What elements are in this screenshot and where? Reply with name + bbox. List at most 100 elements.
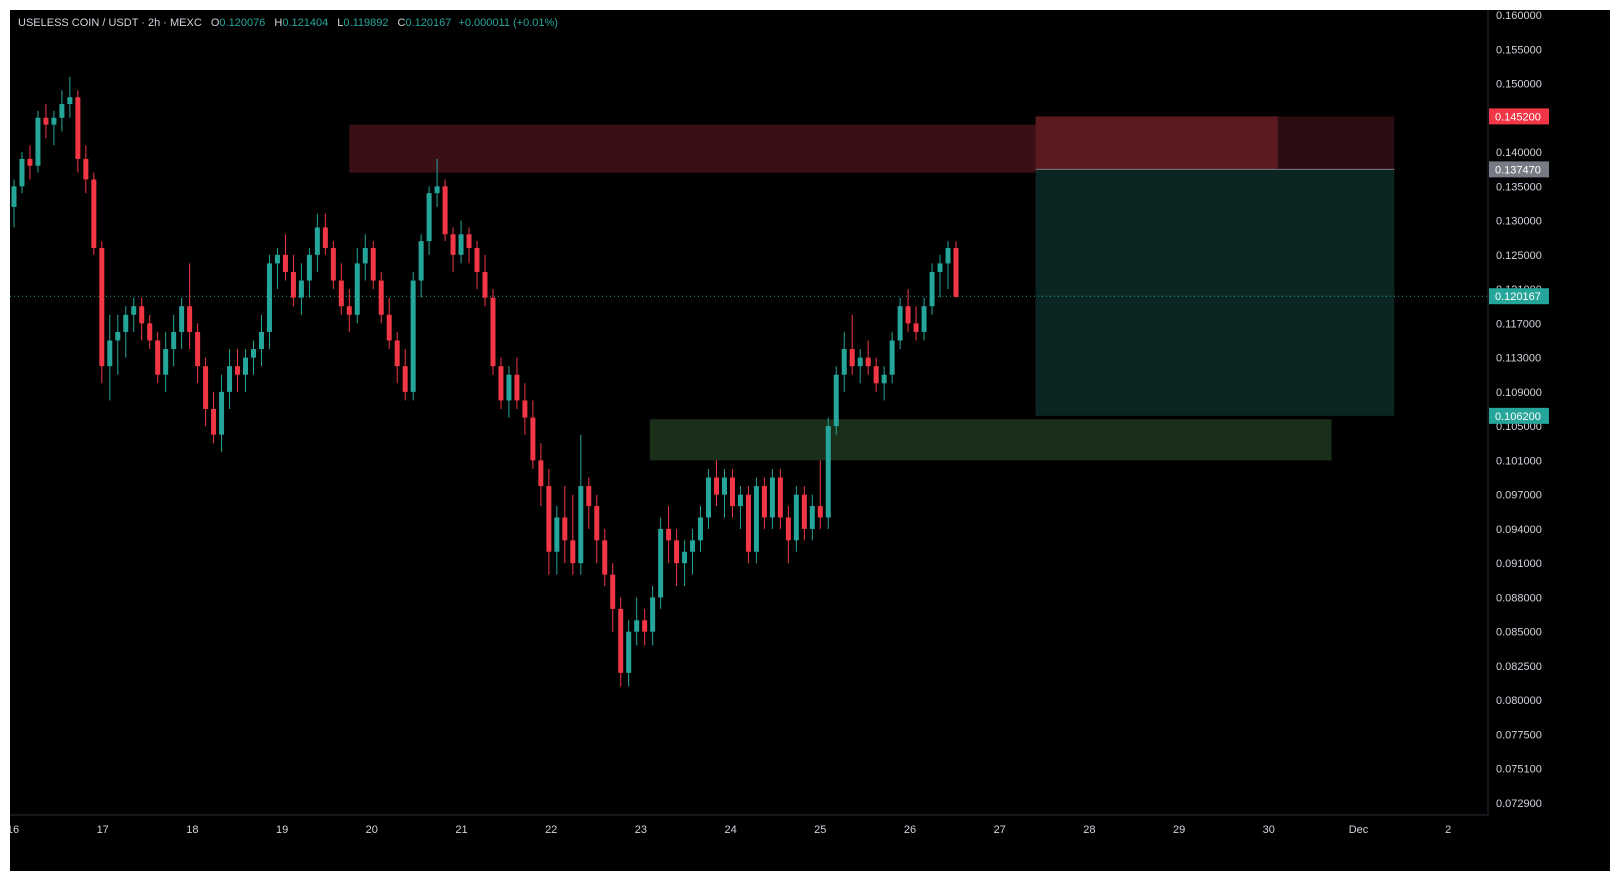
candle[interactable] (737, 486, 743, 529)
candle[interactable] (290, 254, 296, 307)
candle[interactable] (123, 306, 129, 358)
candle[interactable] (945, 241, 951, 290)
candle[interactable] (873, 357, 879, 392)
candle[interactable] (354, 247, 360, 324)
candle[interactable] (235, 349, 241, 392)
candle[interactable] (498, 357, 504, 409)
candle[interactable] (51, 110, 57, 146)
candle[interactable] (131, 297, 137, 332)
candle[interactable] (586, 477, 592, 529)
candle[interactable] (849, 314, 855, 375)
candle[interactable] (115, 314, 121, 375)
candle[interactable] (554, 506, 560, 575)
candle[interactable] (809, 494, 815, 541)
candle[interactable] (338, 263, 344, 315)
candle[interactable] (825, 417, 831, 529)
candle[interactable] (881, 366, 887, 401)
candle[interactable] (402, 349, 408, 401)
candle[interactable] (682, 540, 688, 587)
candle[interactable] (594, 494, 600, 564)
candle[interactable] (913, 306, 919, 341)
candle[interactable] (833, 366, 839, 435)
candle[interactable] (258, 314, 264, 367)
candle[interactable] (658, 517, 664, 609)
candle[interactable] (817, 460, 823, 529)
candle[interactable] (690, 528, 696, 575)
candle[interactable] (761, 477, 767, 529)
candle[interactable] (626, 620, 632, 687)
candle[interactable] (578, 434, 584, 575)
candle[interactable] (953, 241, 959, 298)
candle[interactable] (538, 443, 544, 507)
candle[interactable] (155, 331, 161, 384)
candle[interactable] (418, 234, 424, 298)
candle[interactable] (857, 349, 863, 384)
candle[interactable] (666, 506, 672, 564)
candle[interactable] (777, 468, 783, 529)
candle[interactable] (314, 213, 320, 272)
candle[interactable] (674, 528, 680, 587)
candle[interactable] (841, 331, 847, 392)
candle[interactable] (266, 254, 272, 350)
candle[interactable] (650, 586, 656, 646)
candle[interactable] (346, 289, 352, 332)
symbol-title[interactable]: USELESS COIN / USDT · 2h · MEXC (18, 17, 202, 29)
candle[interactable] (426, 186, 432, 255)
candle[interactable] (642, 608, 648, 646)
candle[interactable] (219, 374, 225, 452)
candle[interactable] (793, 486, 799, 552)
candle[interactable] (203, 357, 209, 427)
candle[interactable] (562, 486, 568, 564)
price-chart[interactable]: 0.1600000.1550000.1500000.1450000.140000… (10, 10, 1610, 871)
candle[interactable] (322, 213, 328, 255)
candle[interactable] (474, 241, 480, 290)
target-price-marker[interactable]: 0.106200 (1489, 407, 1549, 424)
candle[interactable] (634, 597, 640, 646)
candle[interactable] (147, 314, 153, 350)
candle[interactable] (282, 234, 288, 281)
candle[interactable] (442, 179, 448, 242)
candle[interactable] (195, 323, 201, 384)
candle[interactable] (75, 90, 81, 173)
candle[interactable] (362, 234, 368, 281)
candle[interactable] (610, 563, 616, 632)
candle[interactable] (801, 486, 807, 541)
candle[interactable] (211, 391, 217, 444)
candle[interactable] (171, 314, 177, 367)
candle[interactable] (59, 90, 65, 132)
candle[interactable] (937, 254, 943, 298)
candle[interactable] (706, 468, 712, 529)
candle[interactable] (785, 506, 791, 564)
price-axis[interactable] (1488, 10, 1610, 871)
candle[interactable] (889, 331, 895, 384)
candle[interactable] (753, 477, 759, 564)
candle[interactable] (745, 486, 751, 564)
candle[interactable] (163, 331, 169, 392)
entry-price-marker[interactable]: 0.137470 (1489, 161, 1549, 178)
candle[interactable] (227, 349, 233, 409)
candle[interactable] (99, 241, 105, 384)
candle[interactable] (27, 145, 33, 180)
candle[interactable] (19, 152, 25, 194)
candle[interactable] (482, 254, 488, 307)
candle[interactable] (698, 506, 704, 552)
support-zone[interactable] (649, 419, 1332, 461)
candle[interactable] (721, 468, 727, 518)
candle[interactable] (602, 528, 608, 587)
candle[interactable] (921, 297, 927, 341)
candle[interactable] (506, 366, 512, 418)
candle[interactable] (83, 145, 89, 194)
candle[interactable] (370, 241, 376, 290)
candle[interactable] (378, 271, 384, 324)
candle[interactable] (107, 314, 113, 401)
candle[interactable] (243, 349, 249, 392)
candle[interactable] (570, 494, 576, 575)
candle[interactable] (250, 340, 256, 375)
candle[interactable] (330, 241, 336, 290)
candle[interactable] (450, 227, 456, 272)
candle[interactable] (274, 247, 280, 290)
candle[interactable] (386, 297, 392, 350)
candle[interactable] (714, 460, 720, 507)
candle[interactable] (905, 289, 911, 332)
candle[interactable] (458, 220, 464, 264)
